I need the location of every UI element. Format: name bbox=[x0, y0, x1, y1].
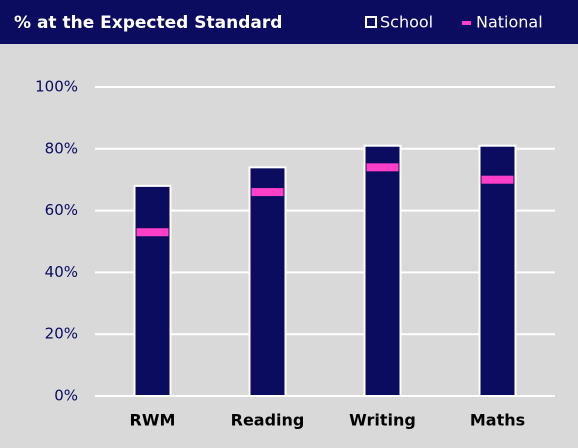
x-tick-label: Writing bbox=[349, 411, 416, 430]
y-tick-label: 20% bbox=[45, 325, 78, 343]
header bbox=[0, 0, 578, 44]
national-marker bbox=[136, 228, 169, 237]
y-tick-label: 100% bbox=[35, 78, 78, 96]
x-tick-label: Reading bbox=[231, 411, 305, 430]
bar bbox=[363, 144, 402, 397]
bar bbox=[478, 144, 517, 397]
y-tick-label: 80% bbox=[45, 139, 78, 157]
bar bbox=[133, 184, 172, 397]
y-tick-label: 40% bbox=[45, 263, 78, 281]
legend-swatch bbox=[462, 21, 471, 25]
y-tick-label: 60% bbox=[45, 201, 78, 219]
chart-title: % at the Expected Standard bbox=[14, 13, 282, 33]
legend-label: National bbox=[476, 13, 543, 32]
y-tick-label: 0% bbox=[54, 387, 78, 405]
legend-label: School bbox=[380, 13, 433, 32]
national-marker bbox=[366, 163, 399, 172]
x-tick-label: RWM bbox=[130, 411, 176, 430]
national-marker bbox=[481, 175, 514, 184]
national-marker bbox=[251, 188, 284, 197]
bar bbox=[248, 166, 287, 397]
x-tick-label: Maths bbox=[470, 411, 525, 430]
legend-swatch bbox=[365, 16, 377, 28]
